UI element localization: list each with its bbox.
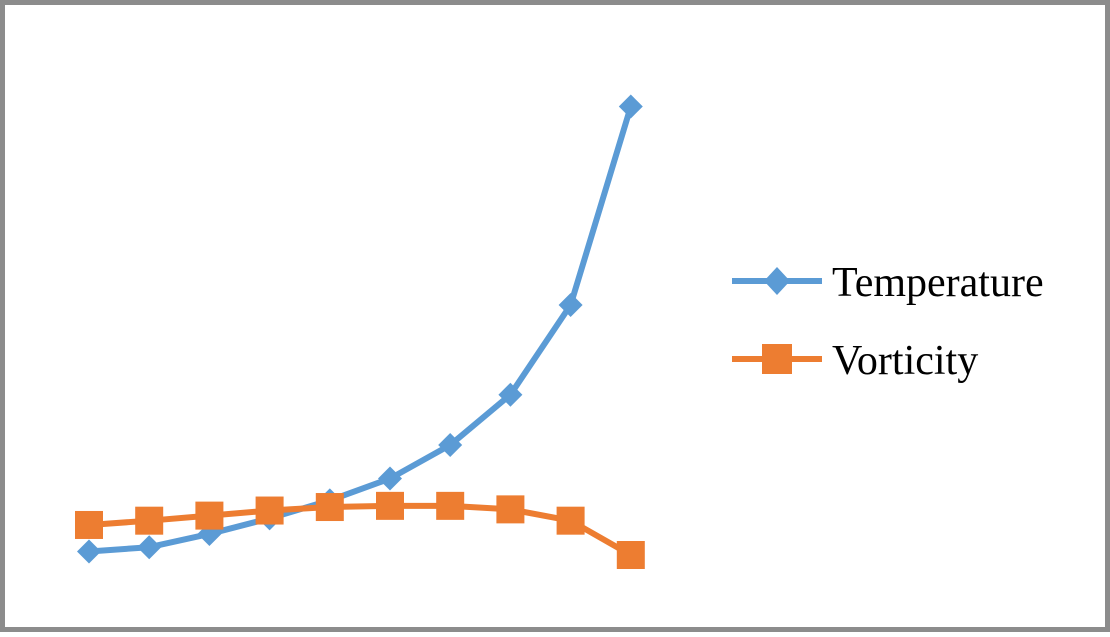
data-point-temperature-10 — [618, 94, 643, 119]
series-line-temperature — [88, 105, 634, 555]
plot-series — [75, 94, 645, 569]
line-chart: Temperature Vorticity — [75, 94, 1044, 569]
data-point-vorticity-10 — [616, 541, 645, 569]
legend-marker-vorticity — [762, 344, 792, 374]
data-point-vorticity-6 — [376, 491, 404, 520]
data-point-vorticity-8 — [496, 495, 525, 524]
legend-marker-temperature — [764, 267, 790, 295]
data-point-vorticity-5 — [315, 493, 344, 522]
data-point-temperature-2 — [137, 535, 162, 560]
data-point-temperature-7 — [438, 433, 463, 458]
data-point-vorticity-7 — [436, 491, 465, 520]
data-point-temperature-8 — [498, 382, 523, 407]
data-point-temperature-9 — [558, 293, 583, 318]
legend: Temperature Vorticity — [732, 260, 1044, 384]
legend-label-temperature: Temperature — [832, 260, 1044, 306]
data-point-vorticity-3 — [195, 501, 224, 530]
data-point-vorticity-9 — [556, 506, 585, 535]
data-point-vorticity-1 — [75, 510, 103, 539]
data-point-temperature-6 — [378, 466, 402, 491]
legend-label-vorticity: Vorticity — [832, 338, 978, 384]
legend-item-temperature: Temperature — [732, 260, 1044, 306]
data-point-vorticity-2 — [135, 506, 164, 535]
data-point-temperature-1 — [77, 539, 101, 564]
data-point-vorticity-4 — [255, 496, 284, 525]
series-line-vorticity — [88, 502, 633, 558]
legend-item-vorticity: Vorticity — [732, 338, 978, 384]
